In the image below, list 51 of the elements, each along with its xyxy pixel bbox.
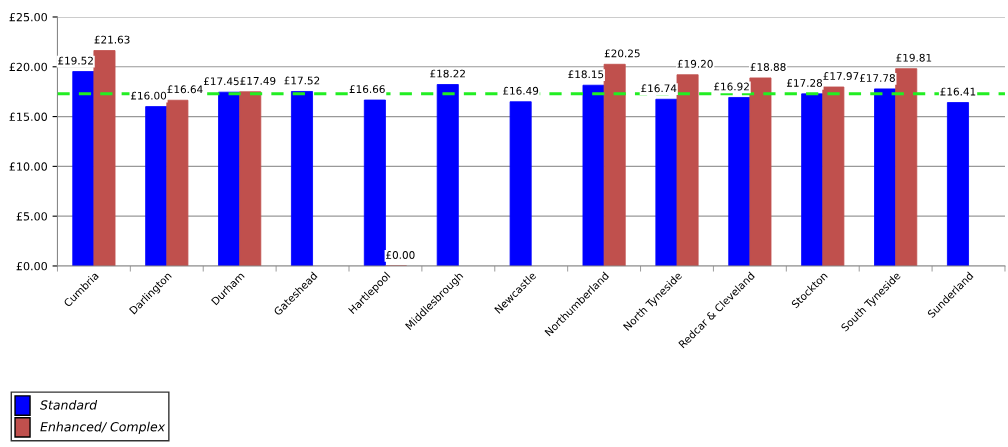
y-tick-label: £15.00 xyxy=(9,112,47,121)
bar xyxy=(239,91,262,266)
data-label: £17.78 xyxy=(859,74,895,82)
bar xyxy=(749,77,772,266)
bar xyxy=(582,84,605,266)
bar xyxy=(603,63,626,266)
bar xyxy=(509,101,532,266)
data-label: £18.22 xyxy=(430,69,465,78)
data-label: £16.66 xyxy=(349,85,385,94)
y-tick-label: £0.00 xyxy=(16,261,47,271)
data-label: £17.45 xyxy=(203,77,239,86)
data-label: £16.41 xyxy=(940,87,976,96)
bar xyxy=(218,91,241,266)
bar xyxy=(676,74,699,266)
bar xyxy=(655,98,678,266)
data-label: £17.49 xyxy=(240,76,276,85)
y-tick-label: £25.00 xyxy=(9,12,47,22)
data-label: £18.88 xyxy=(750,63,786,71)
data-label: £17.97 xyxy=(823,72,859,80)
y-tick-label: £20.00 xyxy=(9,62,47,72)
data-label: £17.52 xyxy=(284,76,320,85)
bar xyxy=(145,106,168,266)
bar xyxy=(946,102,969,266)
data-label: £16.74 xyxy=(641,84,677,93)
data-label: £16.92 xyxy=(714,82,749,91)
bar xyxy=(93,50,116,266)
data-label: £19.81 xyxy=(896,53,932,62)
bar xyxy=(728,97,751,266)
bar xyxy=(436,84,459,266)
legend-label: Standard xyxy=(40,400,98,410)
data-label: £19.52 xyxy=(58,56,93,65)
bar xyxy=(72,71,95,266)
data-label: £16.49 xyxy=(503,86,539,95)
data-label: £16.00 xyxy=(130,91,167,100)
data-label: £19.20 xyxy=(677,59,713,68)
bar xyxy=(166,99,189,266)
data-label: £17.28 xyxy=(786,78,823,87)
bar xyxy=(895,68,918,266)
bar xyxy=(822,86,845,266)
bar xyxy=(801,93,824,266)
y-tick-label: £10.00 xyxy=(9,162,47,171)
y-tick-label: £5.00 xyxy=(16,212,47,221)
data-label: £20.25 xyxy=(604,49,640,58)
data-label: £0.00 xyxy=(386,251,415,259)
legend-label: Enhanced/ Complex xyxy=(40,421,166,434)
data-label: £16.64 xyxy=(167,85,203,94)
data-label: £21.63 xyxy=(94,35,130,44)
bar xyxy=(363,99,386,266)
bar xyxy=(291,91,313,266)
data-label: £18.15 xyxy=(568,70,604,79)
bar xyxy=(874,88,897,266)
